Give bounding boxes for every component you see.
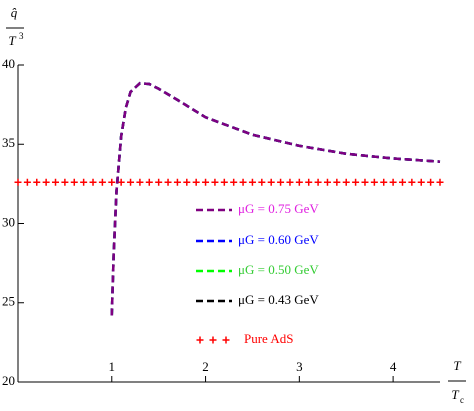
- x-label-denominator: T: [451, 387, 459, 402]
- plus-marker: [222, 336, 230, 344]
- plus-marker: [155, 178, 163, 186]
- plus-marker: [108, 178, 116, 186]
- plus-marker: [202, 178, 210, 186]
- y-tick-label: 20: [2, 373, 15, 388]
- x-label-numerator: T: [453, 358, 461, 373]
- plus-marker: [239, 178, 247, 186]
- y-tick-label: 35: [2, 135, 15, 150]
- plus-marker: [417, 178, 425, 186]
- x-tick-label: 4: [390, 359, 397, 374]
- plus-marker: [248, 178, 256, 186]
- plus-marker: [277, 178, 285, 186]
- y-tick-label: 25: [2, 294, 15, 309]
- plus-marker: [117, 178, 125, 186]
- plus-marker: [389, 178, 397, 186]
- plus-marker: [80, 178, 88, 186]
- x-label-sub: c: [460, 395, 464, 405]
- plus-marker: [286, 178, 294, 186]
- plus-marker: [436, 178, 444, 186]
- plus-marker: [398, 178, 406, 186]
- series-line: [110, 81, 441, 316]
- y-tick-label: 40: [2, 56, 15, 71]
- plus-marker: [61, 178, 69, 186]
- y-label-sup: 3: [19, 31, 24, 41]
- plus-marker: [323, 178, 331, 186]
- plus-marker: [258, 178, 266, 186]
- plus-marker: [98, 178, 106, 186]
- plus-marker: [267, 178, 275, 186]
- legend-label: μG = 0.60 GeV: [238, 232, 319, 247]
- plus-marker: [380, 178, 388, 186]
- plus-marker: [52, 178, 60, 186]
- plus-marker: [209, 336, 217, 344]
- plus-marker: [230, 178, 238, 186]
- y-label-denominator: T: [8, 33, 16, 48]
- plus-marker: [220, 178, 228, 186]
- plus-marker: [136, 178, 144, 186]
- plus-marker: [333, 178, 341, 186]
- plus-marker: [305, 178, 313, 186]
- plus-marker: [352, 178, 360, 186]
- plus-marker: [408, 178, 416, 186]
- legend-label: μG = 0.43 GeV: [238, 292, 319, 307]
- y-tick-label: 30: [2, 214, 15, 229]
- plus-marker: [370, 178, 378, 186]
- plus-marker: [295, 178, 303, 186]
- x-tick-label: 3: [296, 359, 303, 374]
- plus-marker: [196, 336, 204, 344]
- series-line: [110, 81, 441, 316]
- plus-marker: [33, 178, 41, 186]
- plus-marker: [211, 178, 219, 186]
- plus-marker: [14, 178, 22, 186]
- x-tick-label: 1: [109, 359, 116, 374]
- plus-marker: [23, 178, 31, 186]
- plus-marker: [89, 178, 97, 186]
- plus-marker: [173, 178, 181, 186]
- plus-marker: [70, 178, 78, 186]
- legend-label: μG = 0.75 GeV: [238, 201, 319, 216]
- plus-marker: [145, 178, 153, 186]
- plus-marker: [192, 178, 200, 186]
- plus-marker: [164, 178, 172, 186]
- x-tick-label: 2: [202, 359, 209, 374]
- plus-marker: [314, 178, 322, 186]
- series-line: [110, 81, 441, 316]
- plus-marker: [42, 178, 50, 186]
- plus-marker: [427, 178, 435, 186]
- series-line: [110, 81, 441, 316]
- plus-marker: [127, 178, 135, 186]
- y-label-numerator: q̂: [11, 5, 18, 20]
- plus-marker: [183, 178, 191, 186]
- plus-marker: [342, 178, 350, 186]
- legend-label: μG = 0.50 GeV: [238, 262, 319, 277]
- plus-marker: [361, 178, 369, 186]
- legend-label: Pure AdS: [244, 331, 293, 346]
